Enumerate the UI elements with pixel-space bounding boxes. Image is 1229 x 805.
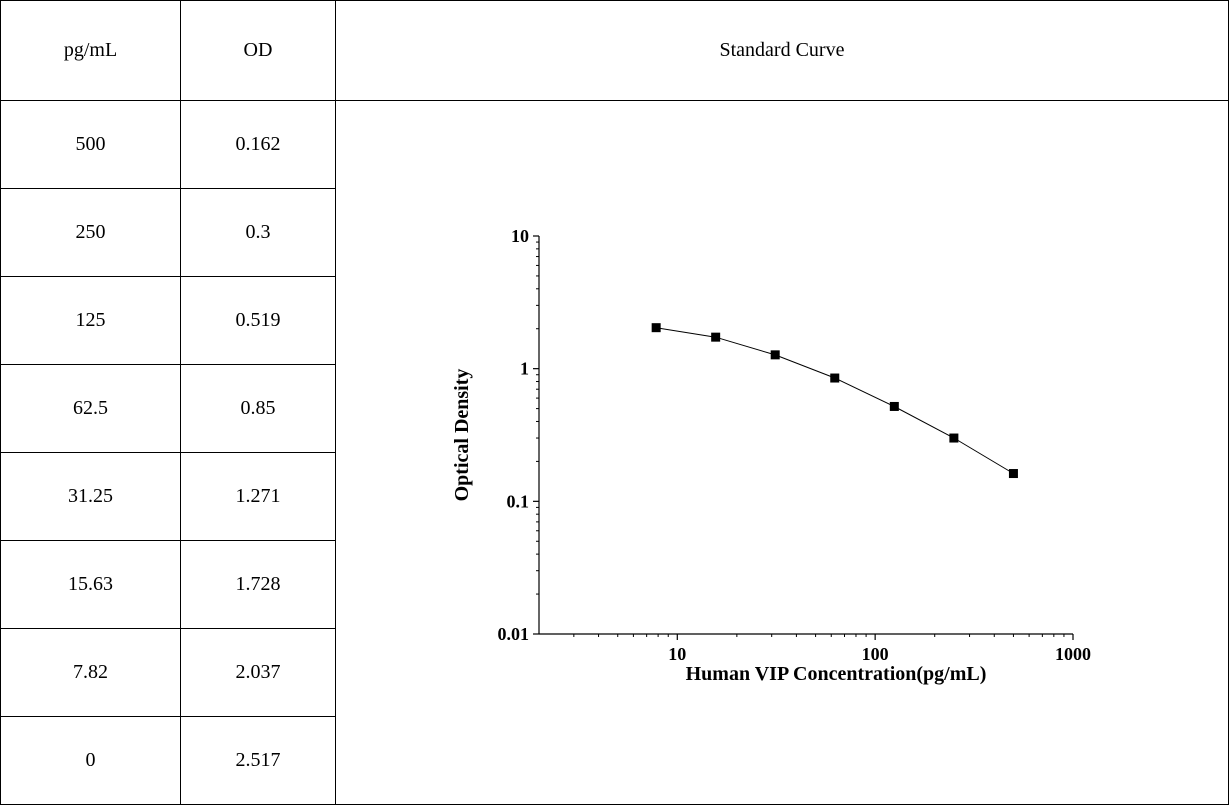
y-tick-label: 0.1 — [507, 491, 530, 511]
cell-concentration: 15.63 — [0, 540, 181, 629]
x-tick-label: 100 — [862, 644, 889, 664]
cell-concentration: 125 — [0, 276, 181, 365]
table-row: 62.5 0.85 — [0, 364, 1229, 453]
cell-concentration: 0 — [0, 716, 181, 805]
cell-od: 0.85 — [180, 364, 336, 453]
table-row: 15.63 1.728 — [0, 540, 1229, 629]
cell-concentration: 31.25 — [0, 452, 181, 541]
curve-line — [656, 327, 1014, 474]
data-point — [889, 401, 899, 411]
data-point — [770, 350, 780, 360]
data-point — [651, 323, 661, 333]
x-axis-label: Human VIP Concentration(pg/mL) — [686, 663, 987, 685]
table-row: 500 0.162 10 1 0.1 0.01 10 100 1000 Human VIP … — [0, 100, 1229, 805]
header-concentration: pg/mL — [0, 0, 181, 101]
cell-concentration: 7.82 — [0, 628, 181, 717]
curve-line-layer — [656, 327, 1014, 474]
cell-od: 1.728 — [180, 540, 336, 629]
axis-labels: Human VIP Concentration(pg/mL) Optical D… — [451, 369, 986, 685]
cell-od: 0.519 — [180, 276, 336, 365]
cell-od: 0.162 — [180, 100, 336, 189]
x-tick-label: 1000 — [1055, 644, 1091, 664]
cell-od: 0.3 — [180, 188, 336, 277]
cell-od: 2.037 — [180, 628, 336, 717]
data-points — [651, 323, 1018, 479]
table-header-row: pg/mL OD Standard Curve — [0, 0, 1229, 101]
cell-od: 2.517 — [180, 716, 336, 805]
cell-concentration: 250 — [0, 188, 181, 277]
y-axis-label: Optical Density — [451, 369, 473, 502]
cell-concentration: 500 — [0, 100, 181, 189]
y-tick-label: 0.01 — [498, 624, 530, 644]
header-standard-curve: Standard Curve — [335, 0, 1229, 101]
table-row: 31.25 1.271 — [0, 452, 1229, 541]
table-row: 250 0.3 — [0, 188, 1229, 277]
cell-od: 1.271 — [180, 452, 336, 541]
header-od: OD — [180, 0, 336, 101]
y-tick-label: 1 — [520, 359, 529, 379]
data-point — [1008, 469, 1018, 479]
table-row: 0 2.517 — [0, 716, 1229, 805]
data-point — [949, 433, 959, 443]
table-row: 7.82 2.037 — [0, 628, 1229, 717]
axes: 10 1 0.1 0.01 10 100 1000 — [498, 226, 1092, 664]
standard-curve-plot-cell: 10 1 0.1 0.01 10 100 1000 Human VIP Concentrat… — [335, 100, 1229, 805]
standard-curve-chart: 10 1 0.1 0.01 10 100 1000 Human VIP Concentrat… — [451, 226, 1092, 685]
cell-concentration: 62.5 — [0, 364, 181, 453]
data-point — [830, 373, 840, 383]
x-tick-label: 10 — [668, 644, 686, 664]
data-point — [711, 332, 721, 342]
y-tick-label: 10 — [511, 226, 529, 246]
